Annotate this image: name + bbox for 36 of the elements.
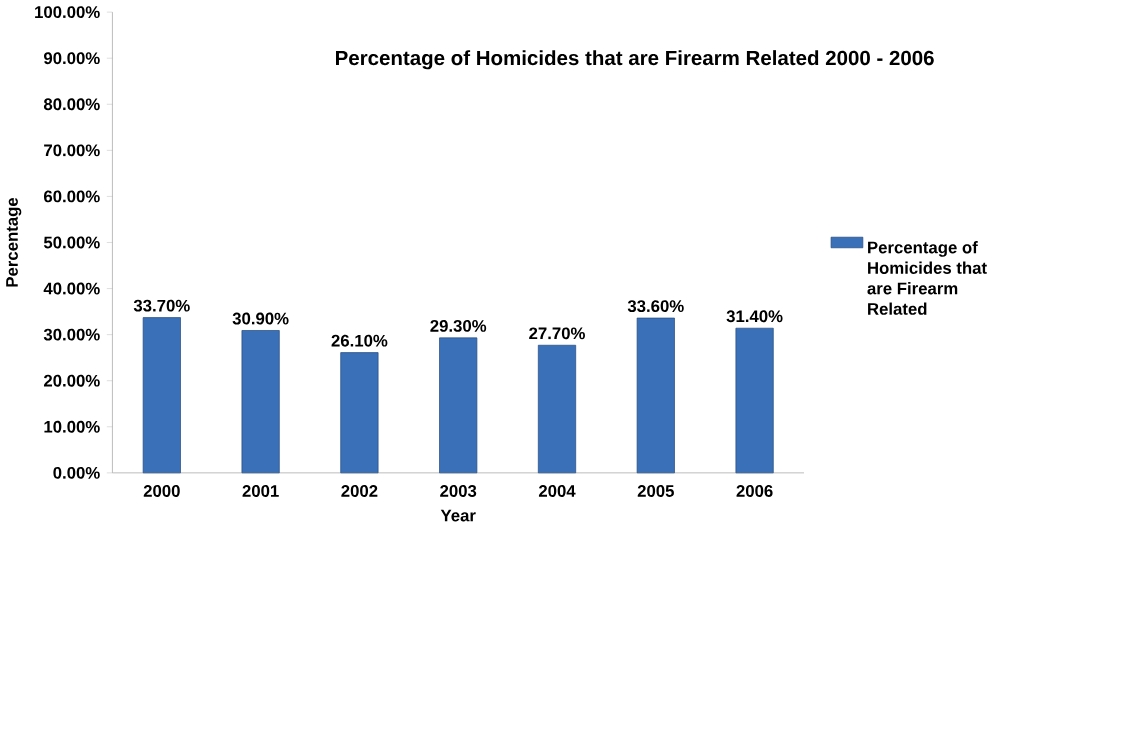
data-label: 33.60%	[627, 300, 684, 313]
y-tick-label: 70.00%	[44, 144, 100, 157]
y-tick-label: 50.00%	[43, 236, 100, 249]
data-label: 31.40%	[726, 310, 783, 323]
bar	[142, 317, 181, 474]
data-label: 30.90%	[232, 312, 289, 325]
text: Percentage of Homicides that are Firearm Related 2000 - 2006	[336, 50, 934, 70]
x-tick-label: 2002	[341, 484, 378, 497]
data-label: 29.30%	[430, 319, 487, 332]
bar	[439, 337, 478, 474]
data-label: 33.70%	[133, 299, 190, 312]
x-tick-label: 2006	[736, 484, 773, 497]
legend-label: Percentage of Homicides that are Firearm Related	[867, 241, 987, 315]
x-tick-label: 2003	[440, 484, 477, 497]
y-axis-title: Percentage	[6, 197, 22, 287]
y-tick-label: 90.00%	[43, 52, 100, 65]
x-tick-label: 2005	[637, 484, 674, 497]
x-tick-label: 2000	[143, 484, 180, 497]
x-axis-title: Year	[440, 509, 476, 522]
data-label: 26.10%	[331, 334, 388, 347]
bar	[537, 344, 577, 474]
bar	[735, 327, 774, 474]
y-tick-label: 10.00%	[44, 420, 100, 433]
y-tick-label: 100.00%	[35, 6, 100, 19]
x-tick-label: 2004	[538, 484, 576, 497]
y-tick-label: 60.00%	[44, 190, 100, 203]
y-tick-label: 20.00%	[43, 374, 100, 387]
x-tick-label: 2001	[242, 484, 279, 497]
bar	[241, 330, 280, 474]
bar	[340, 352, 379, 474]
y-tick-label: 40.00%	[43, 282, 100, 295]
y-tick-label: 80.00%	[43, 98, 100, 111]
bar	[636, 317, 675, 474]
y-tick-label: 30.00%	[43, 328, 100, 341]
y-tick-label: 0.00%	[53, 466, 100, 479]
data-label: 27.70%	[529, 327, 585, 340]
